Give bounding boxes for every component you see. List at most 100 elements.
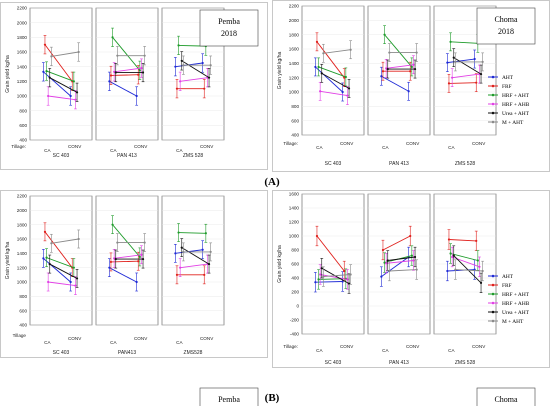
- data-point: [116, 54, 119, 57]
- x-tick-label: CONV: [472, 344, 486, 349]
- y-tick-label: 400: [19, 138, 27, 143]
- data-point: [478, 265, 481, 268]
- data-point: [179, 266, 182, 269]
- data-point: [138, 69, 141, 72]
- data-point: [388, 269, 391, 273]
- y-tick-label: 1200: [289, 75, 300, 80]
- x-tick-label: CONV: [406, 344, 420, 349]
- data-point: [315, 40, 319, 43]
- data-point: [319, 90, 322, 93]
- data-point: [446, 269, 449, 273]
- data-point: [412, 259, 415, 262]
- data-point: [137, 73, 140, 76]
- data-point: [43, 230, 47, 233]
- data-point: [116, 241, 119, 244]
- data-point: [315, 234, 319, 238]
- panel-label: ZMS 528: [183, 153, 204, 159]
- data-point: [409, 70, 412, 73]
- data-point: [141, 71, 145, 74]
- panel-frame: [301, 5, 365, 136]
- x-tick-label: CONV: [200, 144, 214, 149]
- x-tick-label: CA: [448, 348, 455, 353]
- data-point: [45, 69, 48, 73]
- data-point: [75, 277, 79, 280]
- y-tick-label: 1600: [289, 192, 300, 197]
- data-point: [343, 269, 346, 273]
- data-point: [201, 61, 204, 65]
- series-line: [448, 82, 477, 84]
- data-point: [75, 91, 79, 94]
- legend-marker: [491, 274, 495, 278]
- y-tick-label: 800: [19, 294, 27, 299]
- data-point: [320, 72, 323, 75]
- data-point: [449, 252, 452, 255]
- x-tick-label: CONV: [134, 336, 148, 341]
- data-point: [349, 273, 352, 276]
- legend-marker: [491, 120, 495, 124]
- series-line: [51, 238, 79, 244]
- series-line: [448, 239, 477, 242]
- legend-label: HRF + AHT: [502, 292, 530, 298]
- data-point: [451, 255, 454, 259]
- chart-title: Pemba: [218, 395, 240, 404]
- y-tick-label: 1200: [289, 220, 300, 225]
- legend-label: FRF: [502, 283, 512, 289]
- legend-label: HRF + AHB: [502, 102, 530, 108]
- y-tick-label: -200: [290, 318, 300, 323]
- x-tick-label: CA: [382, 145, 389, 150]
- panel-label: SC 403: [325, 360, 342, 366]
- data-point: [481, 269, 484, 273]
- data-point: [177, 231, 180, 234]
- y-tick-label: 2200: [289, 4, 300, 9]
- data-point: [201, 248, 204, 251]
- y-tick-label: -400: [290, 332, 300, 337]
- data-point: [413, 255, 417, 259]
- y-tick-label: 1800: [17, 35, 28, 40]
- series-line: [315, 66, 343, 93]
- data-point: [179, 80, 182, 83]
- data-point: [317, 278, 320, 281]
- panel-label: SC 403: [53, 350, 70, 356]
- y-tick-label: 1400: [289, 206, 300, 211]
- y-tick-label: 400: [19, 323, 27, 328]
- y-tick-label: 1000: [289, 90, 300, 95]
- title-box: [199, 387, 259, 406]
- data-point: [388, 51, 391, 54]
- legend-label: HRF + AHT: [502, 93, 530, 99]
- legend-label: HRF + AHB: [502, 301, 530, 307]
- data-point: [317, 65, 320, 69]
- series-line: [316, 235, 345, 272]
- series-line: [109, 267, 137, 283]
- y-tick-label: 1600: [17, 237, 28, 242]
- data-point: [410, 254, 413, 257]
- panel-frame: [29, 7, 93, 141]
- data-point: [77, 50, 80, 54]
- x-tick-label: CA: [110, 148, 117, 153]
- series-line: [112, 224, 141, 258]
- panel-frame: [161, 195, 225, 326]
- data-point: [454, 60, 457, 64]
- chart-title: 2018: [221, 29, 237, 38]
- data-point: [479, 281, 483, 284]
- data-point: [381, 70, 385, 73]
- series-line: [323, 49, 351, 54]
- series-line: [49, 263, 78, 279]
- x-tick-label: CONV: [472, 141, 486, 146]
- legend-label: M + AHT: [502, 319, 524, 325]
- series-line: [114, 254, 142, 259]
- y-tick-label: 1600: [17, 50, 28, 55]
- data-point: [108, 80, 111, 83]
- data-point: [447, 238, 451, 241]
- data-point: [143, 241, 146, 244]
- data-point: [74, 98, 77, 101]
- tillage-label: Tillage:: [11, 144, 26, 149]
- y-tick-label: 600: [291, 262, 299, 267]
- data-point: [380, 75, 383, 78]
- series-line: [453, 57, 482, 75]
- data-point: [109, 74, 113, 77]
- data-point: [108, 266, 111, 269]
- data-point: [135, 94, 138, 98]
- data-point: [140, 253, 143, 256]
